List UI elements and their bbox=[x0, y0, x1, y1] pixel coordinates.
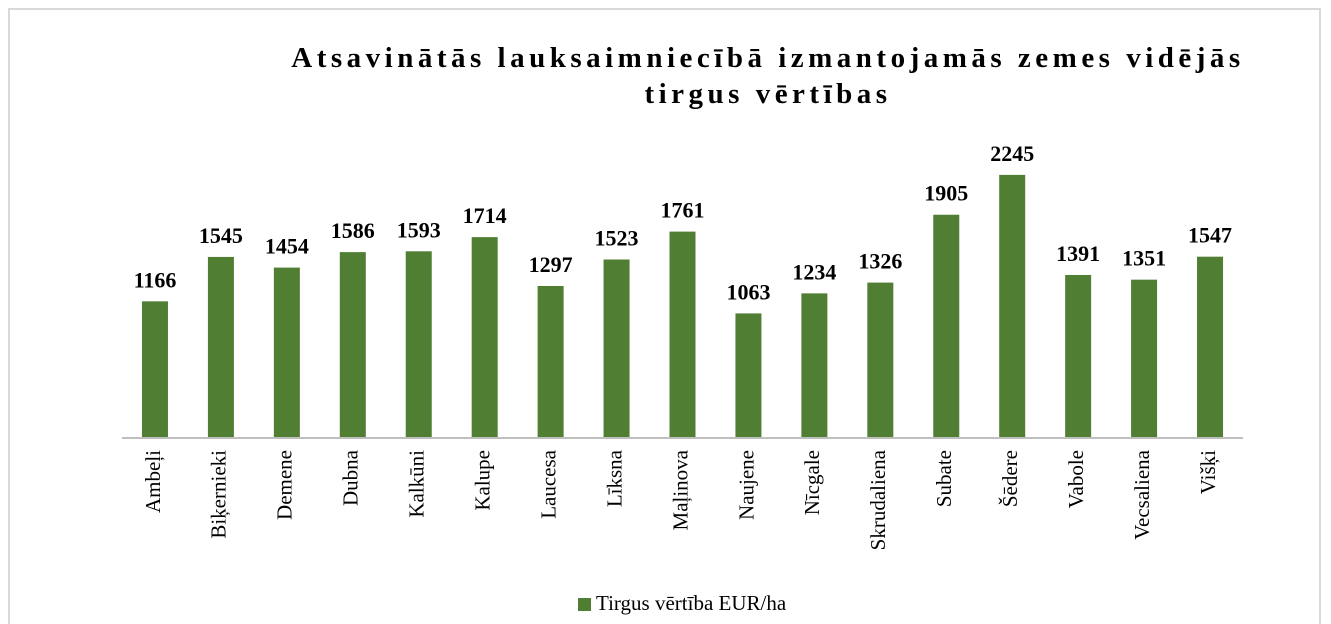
data-label: 1545 bbox=[199, 223, 243, 248]
x-tick-label: Laucesa bbox=[536, 449, 560, 518]
data-label: 1326 bbox=[858, 249, 902, 274]
data-label: 1523 bbox=[595, 226, 639, 251]
x-tick-label: Ambeļi bbox=[141, 450, 165, 513]
x-tick-label: Maļinova bbox=[668, 449, 692, 530]
bar bbox=[273, 267, 300, 438]
bar bbox=[999, 174, 1026, 439]
x-tick-label: Naujene bbox=[734, 450, 758, 520]
x-tick-label: Kalupe bbox=[470, 450, 494, 511]
data-label: 1761 bbox=[661, 198, 705, 223]
chart-frame bbox=[8, 8, 1321, 624]
x-tick-label: Demene bbox=[273, 450, 297, 520]
bar bbox=[801, 293, 828, 438]
bar bbox=[405, 251, 432, 438]
data-label: 1454 bbox=[265, 234, 309, 259]
chart-title: Atsavinātās lauksaimniecībā izmantojamās… bbox=[291, 42, 1245, 110]
x-tick-label: Skrudaliena bbox=[866, 449, 890, 550]
data-label: 1297 bbox=[529, 252, 573, 277]
bar bbox=[735, 313, 762, 438]
data-label: 1234 bbox=[792, 259, 836, 284]
data-label: 1063 bbox=[726, 279, 770, 304]
bar bbox=[933, 214, 960, 438]
bar bbox=[1065, 274, 1092, 438]
x-tick-label: Līksna bbox=[602, 449, 626, 507]
data-label: 1547 bbox=[1188, 223, 1232, 248]
x-tick-label: Vecsaliena bbox=[1130, 449, 1154, 539]
x-tick-label: Šēdere bbox=[998, 450, 1022, 507]
data-label: 1351 bbox=[1122, 246, 1166, 271]
bar bbox=[1131, 279, 1158, 438]
bar bbox=[339, 252, 366, 438]
x-tick-label: Višķi bbox=[1196, 450, 1220, 494]
x-tick-label: Subate bbox=[932, 450, 956, 507]
bar bbox=[141, 301, 168, 438]
x-tick-label: Vabole bbox=[1064, 450, 1088, 508]
data-label: 1714 bbox=[463, 203, 507, 228]
data-label: 2245 bbox=[990, 141, 1034, 166]
legend-swatch bbox=[578, 598, 591, 611]
bar bbox=[1197, 256, 1224, 438]
bar bbox=[603, 259, 630, 438]
x-tick-label: Dubna bbox=[339, 449, 363, 506]
data-label: 1593 bbox=[397, 217, 441, 242]
bar bbox=[867, 282, 894, 438]
data-label: 1391 bbox=[1056, 241, 1100, 266]
x-tick-label: Nīcgale bbox=[800, 450, 824, 515]
data-label: 1905 bbox=[924, 181, 968, 206]
data-label: 1586 bbox=[331, 218, 375, 243]
bar bbox=[669, 231, 696, 438]
bar bbox=[537, 285, 564, 438]
legend-label: Tirgus vērtība EUR/ha bbox=[596, 591, 787, 615]
x-tick-label: Biķernieki bbox=[207, 450, 231, 539]
bar bbox=[207, 256, 234, 438]
data-label: 1166 bbox=[134, 267, 177, 292]
x-tick-label: Kalkūni bbox=[405, 450, 429, 518]
bar bbox=[471, 237, 498, 438]
